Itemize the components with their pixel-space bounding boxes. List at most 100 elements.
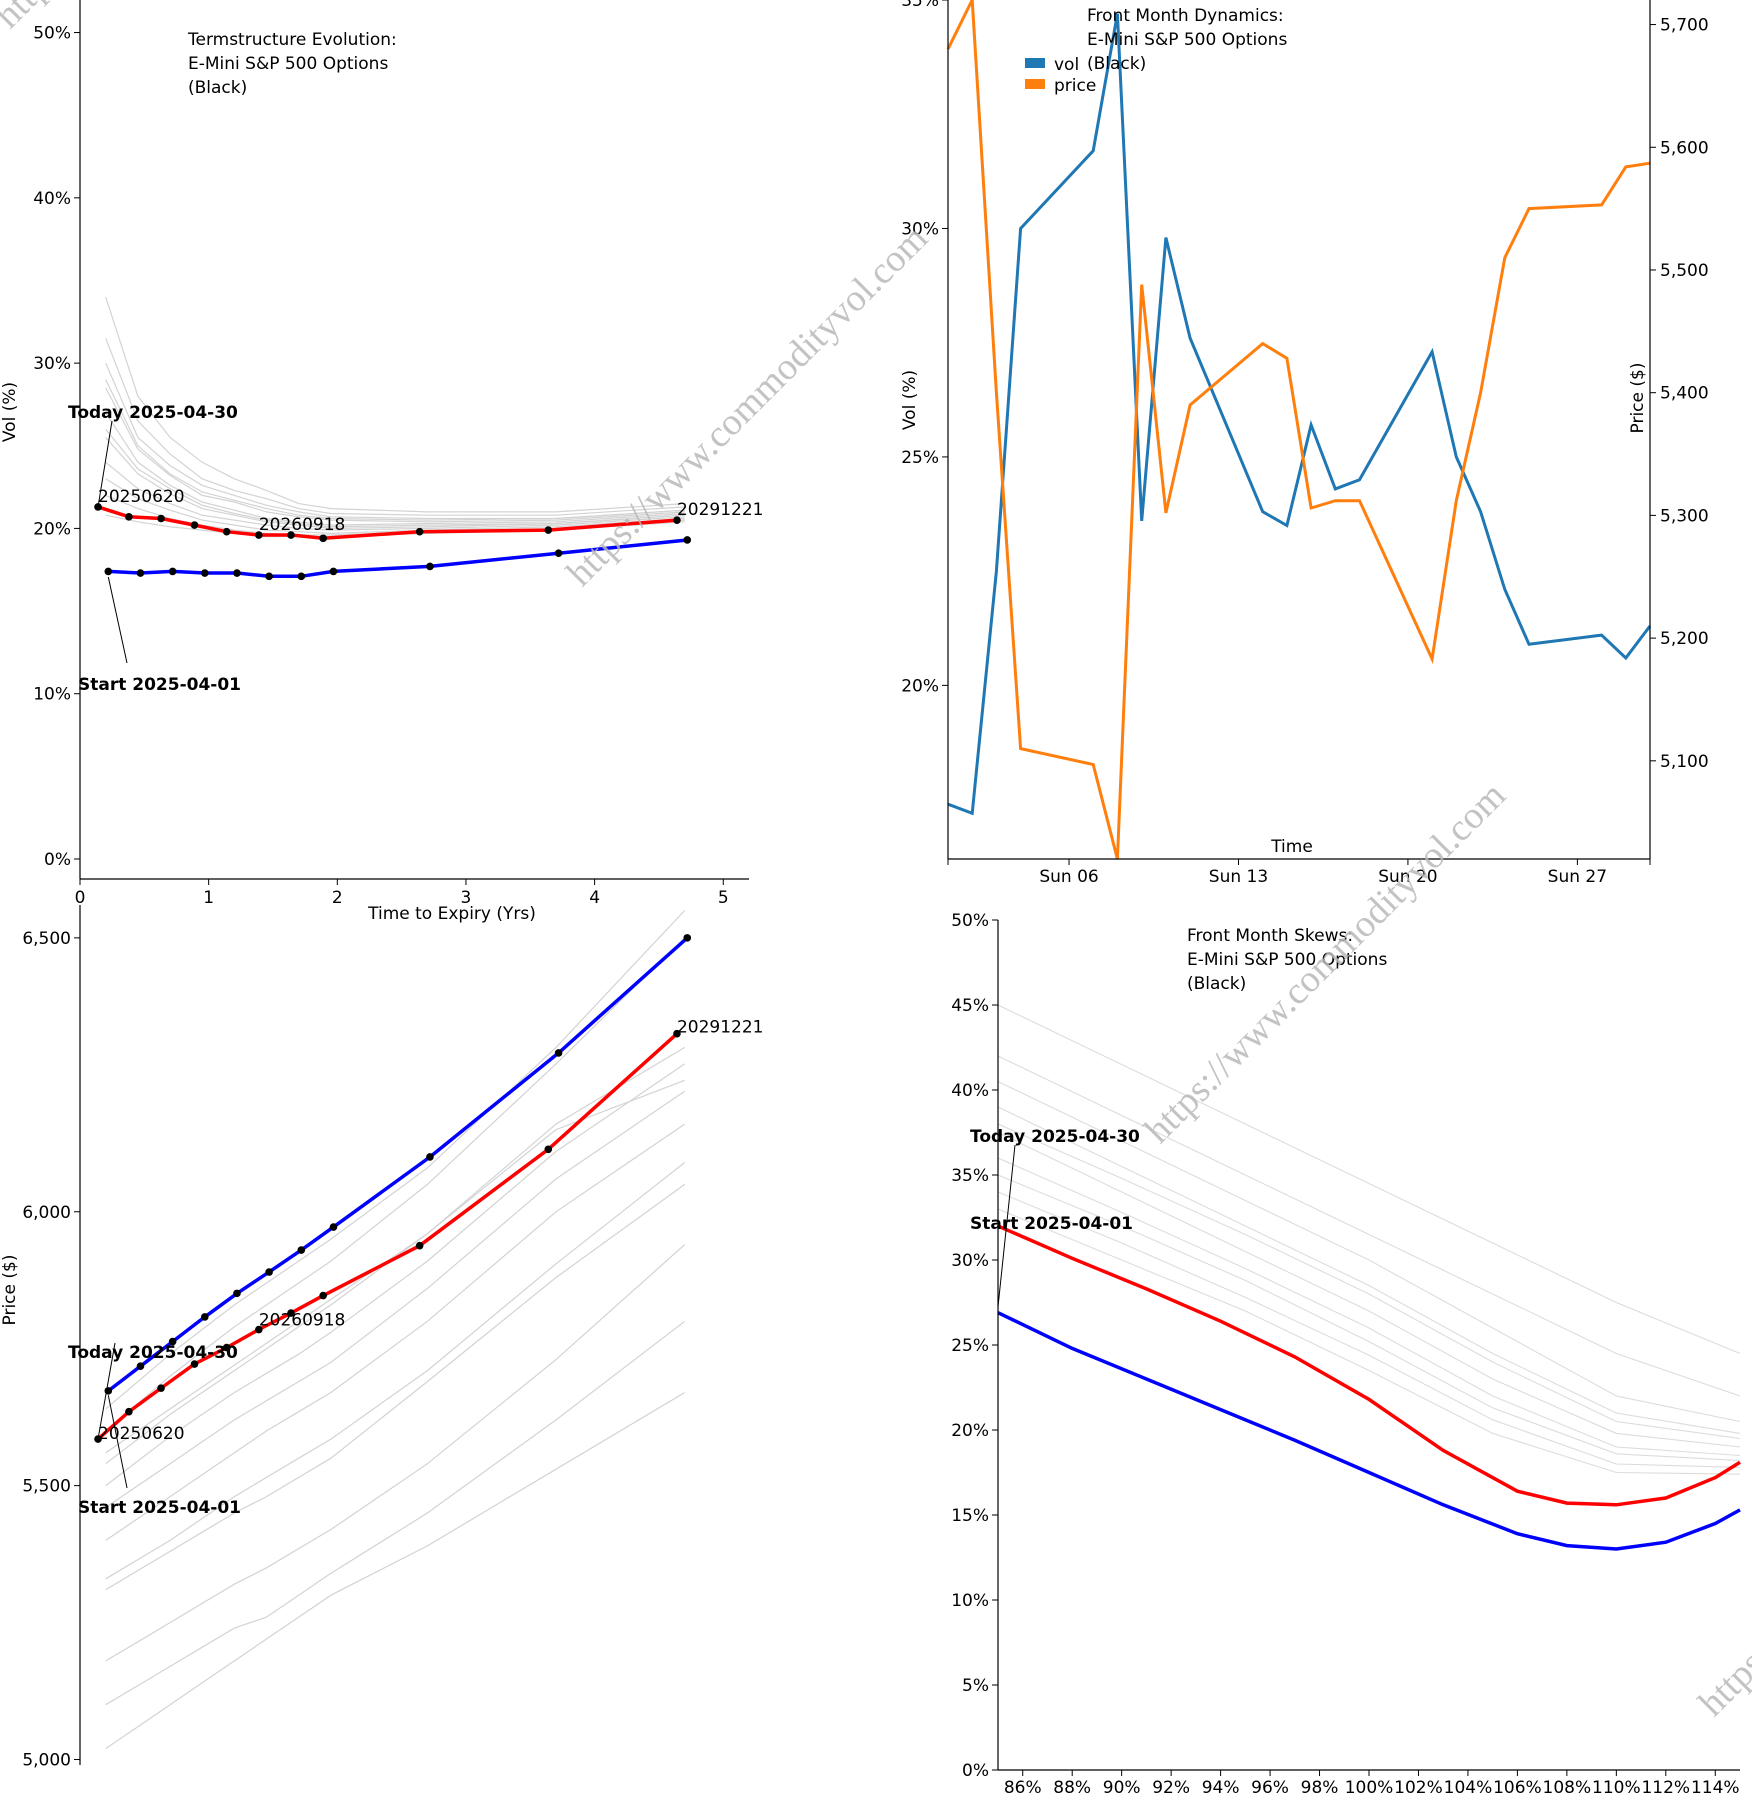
termstructure-price-series	[94, 934, 692, 1443]
history-skew-1	[997, 1055, 1741, 1397]
start-point	[554, 549, 563, 558]
y-tick-label: 35%	[901, 0, 939, 11]
start-point	[168, 567, 177, 576]
y-tick-label: 50%	[33, 24, 71, 44]
today-annotation-arrow	[97, 1342, 116, 1440]
history-skew-7	[997, 1191, 1741, 1468]
termstructure-price-y-axis: 5,000 5,500 6,000 6,500	[22, 905, 81, 1771]
history-line-10	[105, 910, 686, 1410]
front-month-skews-chart: 0% 5% 10% 15% 20% 25% 30% 35% 40% 45% 50% 86% 88% 90…	[951, 911, 1741, 1798]
y-tick-label: 25%	[901, 448, 939, 468]
y-tick-label: 10%	[951, 1591, 989, 1611]
y-tick-label: 15%	[951, 1506, 989, 1526]
start-point	[200, 569, 209, 577]
x-tick-label: 104%	[1444, 1778, 1493, 1798]
today-point	[319, 1291, 327, 1300]
today-point	[415, 1241, 424, 1250]
dynamics-legend: vol price	[1025, 55, 1096, 96]
termstructure-vol-chart: 0% 10% 20% 30% 40% 50% 0 1 2 3 4 5 Today 2025-04-3…	[0, 0, 763, 924]
today-annotation: Today 2025-04-30	[68, 403, 238, 423]
front-month-skews-annotations: Today 2025-04-30 Start 2025-04-01	[970, 1127, 1140, 1307]
x-tick-label: 98%	[1301, 1778, 1339, 1798]
start-annotation: Start 2025-04-01	[970, 1214, 1133, 1234]
y-tick-label: 6,500	[22, 929, 71, 949]
history-line-0	[105, 1391, 686, 1750]
x-tick-label: 3	[461, 888, 472, 908]
today-point	[157, 514, 165, 523]
termstructure-title-line-1: Termstructure Evolution:	[187, 30, 397, 50]
legend-label-vol: vol	[1054, 55, 1079, 75]
skews-title-line-3: (Black)	[1187, 974, 1246, 994]
front-month-skews-y-axis: 0% 5% 10% 15% 20% 25% 30% 35% 40% 45% 50%	[951, 911, 999, 1781]
y-tick-label: 20%	[901, 676, 939, 696]
start-point	[329, 567, 338, 576]
y-tick-label: 6,000	[22, 1203, 71, 1223]
termstructure-x-axis-label: Time to Expiry (Yrs)	[367, 904, 536, 924]
y-tick-label: 10%	[33, 685, 71, 705]
legend-swatch-vol	[1025, 58, 1045, 68]
today-point	[544, 1145, 553, 1154]
expiry-label: 20260918	[259, 1311, 346, 1331]
dynamics-right-y-axis-label: Price ($)	[1628, 363, 1648, 434]
x-tick-label: 100%	[1345, 1778, 1394, 1798]
x-tick-label: 1	[203, 888, 214, 908]
termstructure-price-history-lines	[105, 910, 686, 1750]
today-point	[415, 527, 424, 536]
vol-line	[947, 13, 1652, 816]
start-point	[265, 1268, 273, 1276]
termstructure-price-annotations: Today 2025-04-30 Start 2025-04-01 20250620…	[68, 1017, 763, 1518]
history-line-3	[105, 387, 685, 523]
skews-title-line-1: Front Month Skews:	[1187, 926, 1353, 946]
termstructure-price-chart: 5,000 5,500 6,000 6,500 Today 2025-04-30 Sta…	[0, 905, 763, 1771]
front-month-dynamics-chart: 20%25%30%35% 5,1005,2005,3005,4005,5005,…	[900, 0, 1709, 887]
start-point	[426, 1153, 434, 1161]
watermarks: https://www.commodityvol.com https://www…	[0, 0, 1752, 1724]
termstructure-vol-x-axis: 0 1 2 3 4 5	[75, 878, 749, 908]
y-tick-label: 30%	[33, 354, 71, 374]
x-tick-label: 106%	[1493, 1778, 1542, 1798]
price-line	[946, 0, 1651, 860]
termstructure-vol-y-axis: 0% 10% 20% 30% 40% 50%	[33, 0, 81, 879]
termstructure-vol-series	[94, 503, 692, 581]
history-skew-2	[997, 1081, 1741, 1423]
start-annotation-arrow	[107, 1395, 128, 1489]
right-y-tick-label: 5,300	[1660, 506, 1709, 526]
history-skew-3	[997, 1106, 1741, 1434]
history-line-3	[105, 1183, 686, 1591]
x-tick-label: Sun 13	[1209, 867, 1268, 887]
y-tick-label: 20%	[33, 519, 71, 539]
x-tick-label: 86%	[1004, 1778, 1042, 1798]
x-tick-label: Sun 06	[1039, 867, 1098, 887]
front-month-skews-history-lines	[997, 1004, 1741, 1475]
y-tick-label: 5,500	[22, 1477, 71, 1497]
front-month-dynamics-series	[946, 0, 1652, 860]
expiry-label: 20260918	[259, 515, 346, 535]
history-line-4	[105, 412, 685, 526]
skews-title-line-2: E-Mini S&P 500 Options	[1187, 950, 1387, 970]
history-line-1	[105, 1320, 686, 1706]
start-point	[683, 536, 692, 544]
x-tick-label: 5	[718, 888, 729, 908]
x-tick-label: 90%	[1103, 1778, 1141, 1798]
start-point	[265, 572, 273, 581]
start-point	[329, 1223, 338, 1231]
today-point	[157, 1384, 165, 1392]
today-point	[287, 531, 295, 539]
history-skew-5	[997, 1157, 1741, 1457]
start-point	[104, 567, 113, 576]
start-forward-curve-line	[107, 936, 689, 1393]
start-annotation: Start 2025-04-01	[78, 1498, 241, 1518]
termstructure-title-line-3: (Black)	[188, 78, 247, 98]
termstructure-vol-annotations: Today 2025-04-30 Start 2025-04-01 20250620…	[68, 403, 763, 695]
today-point	[222, 527, 231, 536]
termstructure-y-axis-label: Vol (%)	[0, 382, 20, 442]
history-skew-9	[997, 1123, 1741, 1440]
y-tick-label: 0%	[44, 850, 71, 870]
x-tick-label: 112%	[1641, 1778, 1690, 1798]
start-point	[136, 569, 145, 577]
y-tick-label: 40%	[951, 1081, 989, 1101]
history-skew-6	[997, 1174, 1741, 1462]
y-tick-label: 30%	[951, 1251, 989, 1271]
history-line-11	[105, 379, 685, 521]
